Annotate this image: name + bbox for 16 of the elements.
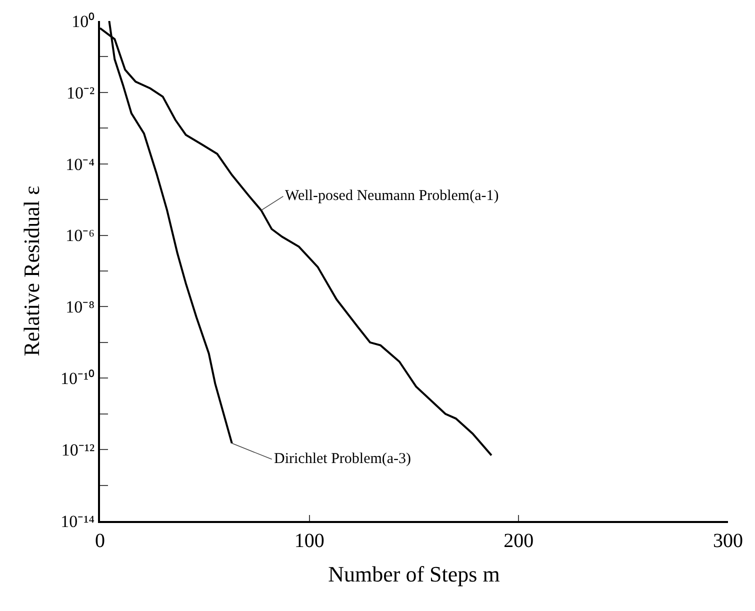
x-tick-label: 300: [713, 530, 743, 552]
y-tick-label: 10⁻⁶: [66, 226, 95, 246]
x-tick-label: 100: [294, 530, 324, 552]
x-axis-title: Number of Steps m: [328, 561, 500, 586]
y-tick-label: 10⁻⁴: [66, 154, 95, 174]
y-tick-label: 10⁻⁸: [66, 298, 95, 317]
series-label: Well-posed Neumann Problem(a-1): [285, 188, 499, 204]
x-tick-label: 0: [95, 530, 105, 552]
y-tick-label: 10⁰: [72, 12, 95, 31]
y-axis-title: Relative Residual ε: [18, 186, 44, 356]
x-tick-label: 200: [504, 530, 534, 552]
y-tick-label: 10⁻²: [66, 83, 95, 102]
y-tick-label: 10⁻¹⁴: [60, 512, 95, 531]
text: Dirichlet Problem(a-3): [274, 451, 412, 467]
y-tick-label: 10⁻¹⁰: [60, 369, 95, 388]
y-tick-label: 10⁻¹²: [61, 440, 95, 460]
